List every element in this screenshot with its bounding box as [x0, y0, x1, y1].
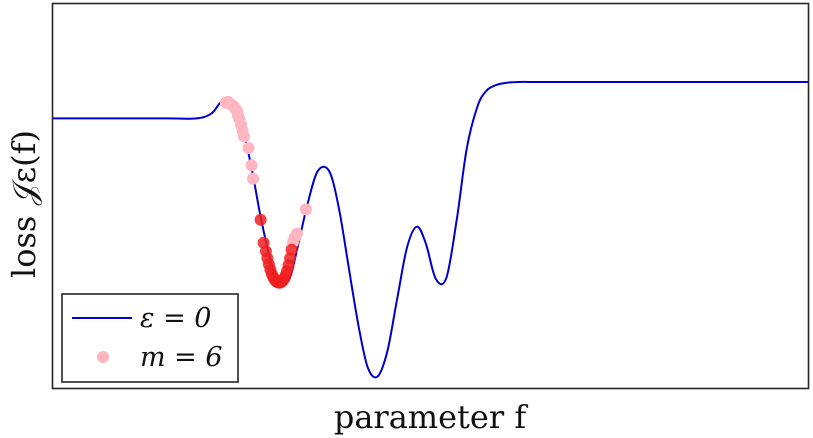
red-sample-point [275, 275, 288, 288]
legend-label-line: ε = 0 [140, 303, 211, 334]
red-sample-point [254, 213, 267, 226]
pink-sample-point [242, 142, 255, 154]
red-sample-point [285, 243, 298, 256]
y-axis-label: loss 𝒥ε(f) [5, 130, 43, 278]
legend: ε = 0 m = 6 [61, 293, 239, 383]
pink-sample-point [290, 227, 303, 240]
pink-sample-point [299, 203, 312, 216]
pink-sample-point [245, 159, 258, 172]
pink-sample-point [247, 172, 260, 185]
legend-dot-symbol [97, 351, 109, 363]
pink-sample-points [219, 95, 312, 249]
pink-sample-point [238, 130, 250, 143]
legend-box [61, 293, 239, 383]
legend-label-dot: m = 6 [140, 342, 223, 373]
x-axis-label: parameter f [334, 398, 528, 436]
red-sample-points [254, 213, 298, 289]
plot-content [52, 80, 808, 379]
